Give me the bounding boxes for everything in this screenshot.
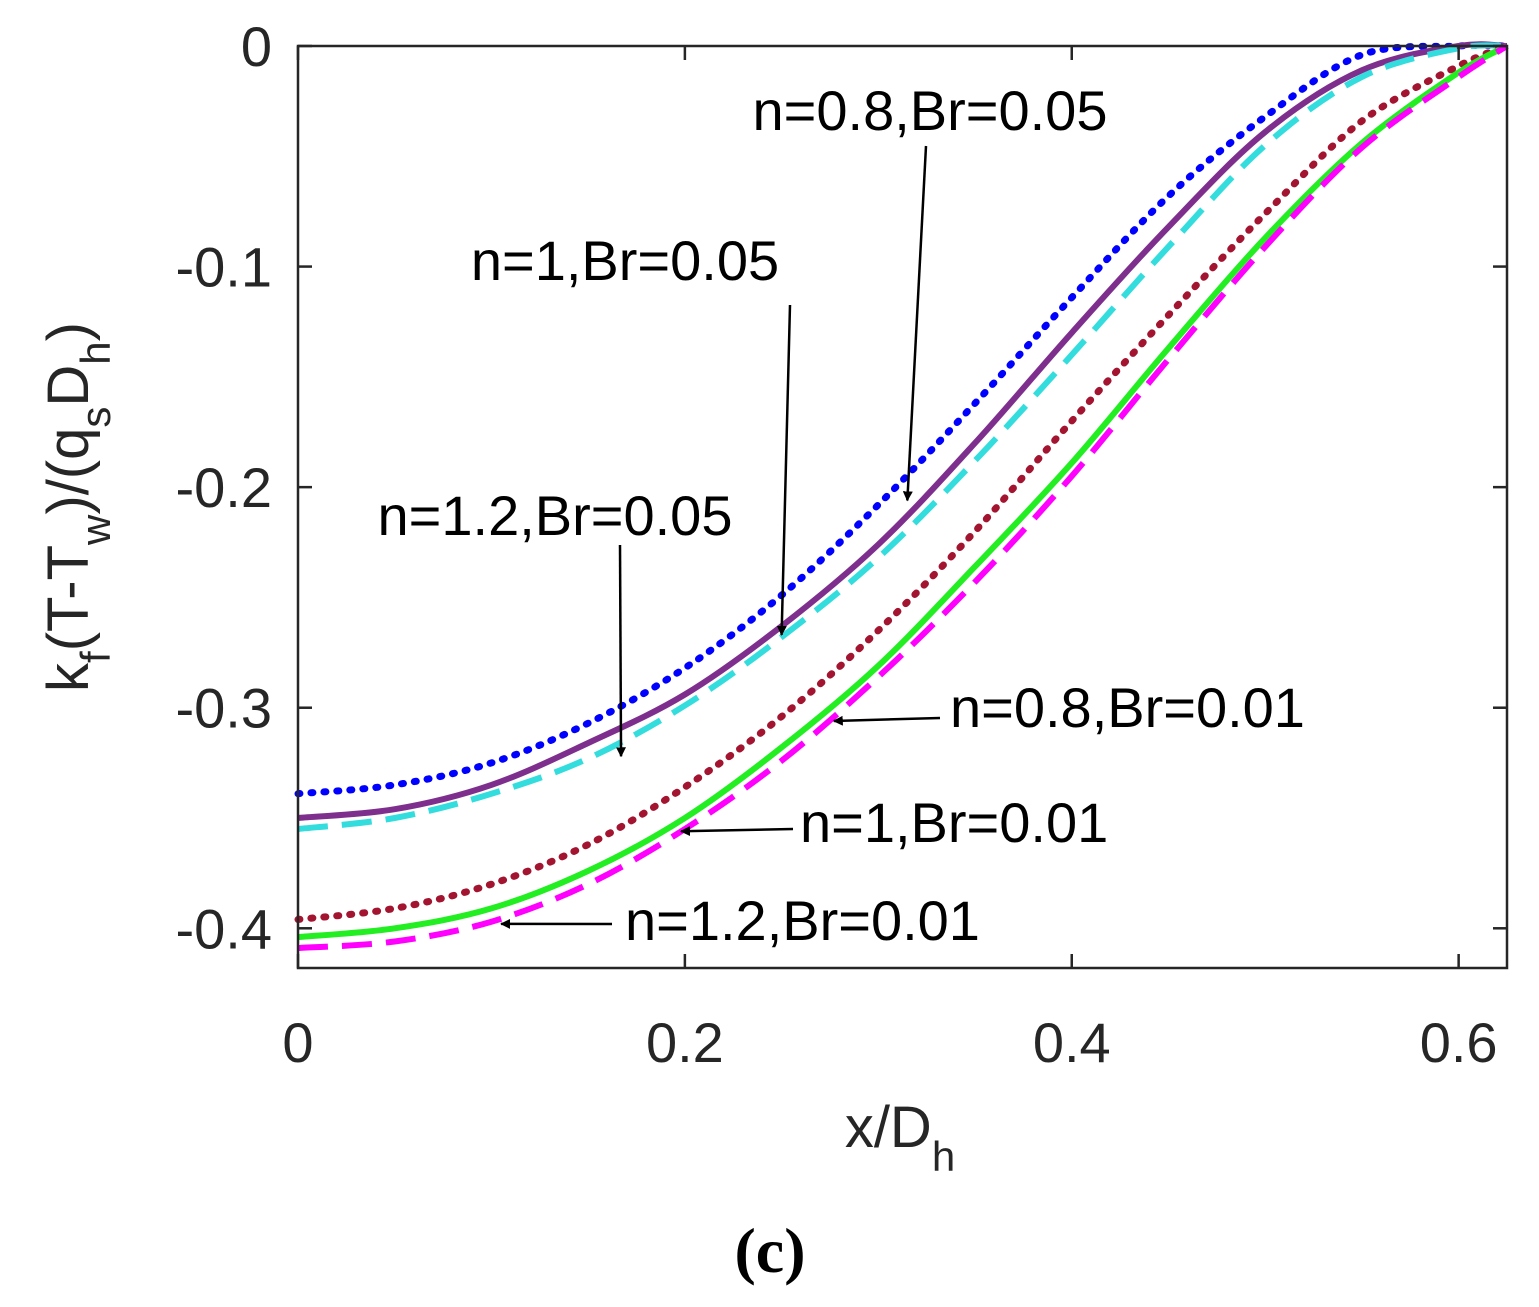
x-axis-label: x/Dh <box>845 1095 955 1180</box>
plot-curves <box>294 41 1511 952</box>
y-tick-label: -0.2 <box>176 456 273 519</box>
x-tick-label: 0.2 <box>646 1011 724 1074</box>
y-tick-label: -0.1 <box>176 236 273 299</box>
series-line-n-1-br-0-05 <box>297 41 1508 821</box>
plot-axes: 0 0.2 0.4 0.6 0 -0.1 -0.2 -0.3 -0.4 <box>176 15 1509 1074</box>
annotation-label-n-0-8-br-0-05: n=0.8,Br=0.05 <box>753 79 1108 142</box>
y-tick-label: -0.4 <box>176 897 273 960</box>
y-axis-label: kf(T-Tw)/(qsDh) <box>36 322 119 692</box>
plot-frame <box>296 44 1509 970</box>
series-line-n-0-8-br-0-01 <box>294 42 1511 923</box>
y-tick-label: -0.3 <box>176 677 273 740</box>
series-line-n-0-8-br-0-05 <box>294 41 1511 798</box>
annotation-arrow-n-1-br-0-05 <box>776 304 792 636</box>
annotation-arrow-n-0-8-br-0-05 <box>902 145 928 502</box>
annotation-label-n-1-2-br-0-01: n=1.2,Br=0.01 <box>625 889 980 952</box>
x-tick-label: 0.6 <box>1420 1011 1498 1074</box>
annotation-label-n-1-2-br-0-05: n=1.2,Br=0.05 <box>378 484 733 547</box>
annotation-label-n-0-8-br-0-01: n=0.8,Br=0.01 <box>950 676 1305 739</box>
annotation-arrow-n-0-8-br-0-01 <box>832 715 941 726</box>
plot-labels: x/Dh kf(T-Tw)/(qsDh) (c) <box>36 322 955 1286</box>
annotation-label-n-1-br-0-01: n=1,Br=0.01 <box>800 791 1108 854</box>
annotation-label-n-1-br-0-05: n=1,Br=0.05 <box>471 229 779 292</box>
annotation-arrow-n-1-2-br-0-05 <box>616 544 627 758</box>
x-tick-label: 0 <box>282 1011 313 1074</box>
series-line-n-1-2-br-0-05 <box>297 42 1508 832</box>
y-tick-label: 0 <box>241 15 272 78</box>
panel-label: (c) <box>734 1215 805 1286</box>
plot-annotations: n=0.8,Br=0.05 n=1,Br=0.05 n=1.2,Br=0.05 n=0… <box>378 79 1305 952</box>
x-tick-label: 0.4 <box>1033 1011 1111 1074</box>
annotation-arrow-n-1-br-0-01 <box>680 826 794 837</box>
series-line-n-1-br-0-01 <box>297 43 1509 941</box>
series-line-n-1-2-br-0-01 <box>297 43 1509 952</box>
